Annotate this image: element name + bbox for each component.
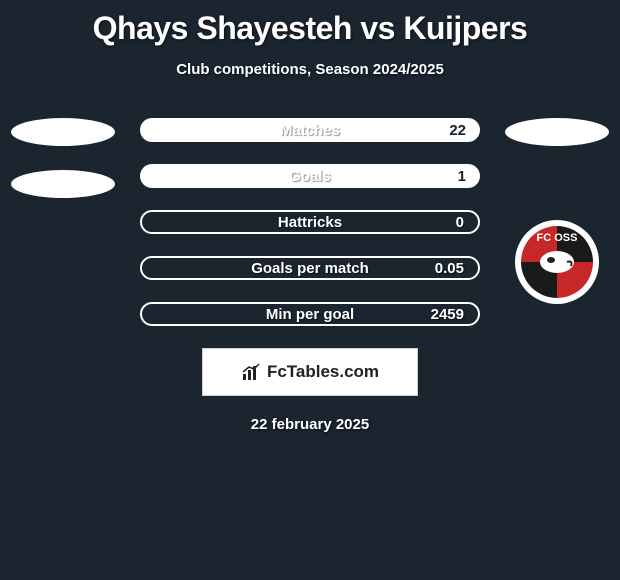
stat-value-right: 0.05 [435,260,464,277]
stat-bar: Hattricks 0 [140,210,480,234]
stat-label: Min per goal [266,306,354,323]
stat-row: Matches 22 [0,118,620,142]
stat-value-right: 0 [456,214,464,231]
stat-label: Matches [280,122,340,139]
footer-brand-badge[interactable]: FcTables.com [202,348,418,396]
stat-row: Goals 1 [0,164,620,188]
chart-icon [241,362,261,382]
footer-date: 22 february 2025 [0,416,620,433]
page-title: Qhays Shayesteh vs Kuijpers [0,0,620,47]
stat-value-right: 1 [458,168,466,185]
stat-value-right: 2459 [431,306,464,323]
stat-row: Hattricks 0 [0,210,620,234]
stat-label: Hattricks [278,214,342,231]
stat-bar: Goals 1 [140,164,480,188]
subtitle: Club competitions, Season 2024/2025 [0,61,620,78]
stat-label: Goals per match [251,260,369,277]
stat-row: Min per goal 2459 [0,302,620,326]
stat-label: Goals [289,168,331,185]
stat-bar: Matches 22 [140,118,480,142]
stat-row: Goals per match 0.05 [0,256,620,280]
stat-bar: Min per goal 2459 [140,302,480,326]
stat-value-right: 22 [449,122,466,139]
stat-bar: Goals per match 0.05 [140,256,480,280]
footer-brand-text: FcTables.com [267,362,379,382]
